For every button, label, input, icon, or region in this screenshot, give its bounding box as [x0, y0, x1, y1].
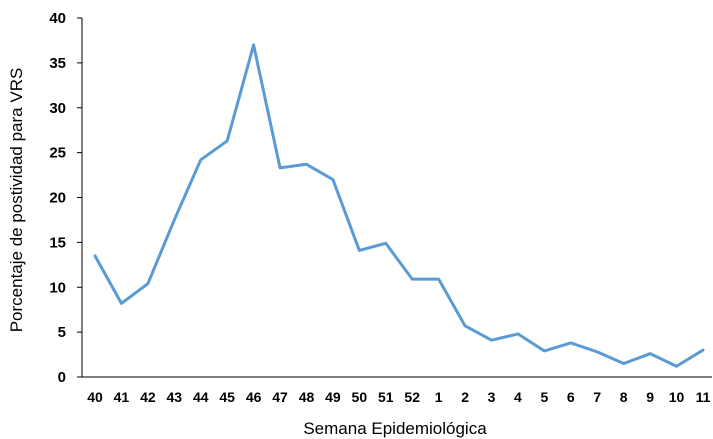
y-tick-label: 30 — [49, 100, 66, 117]
x-tick-label: 51 — [378, 389, 394, 405]
x-tick-label: 5 — [540, 389, 548, 405]
y-tick-label: 20 — [49, 190, 66, 207]
series — [93, 43, 705, 368]
x-tick-label: 44 — [193, 389, 209, 405]
x-tick-label: 10 — [669, 389, 685, 405]
x-tick-label: 11 — [696, 389, 711, 405]
x-tick-label: 50 — [352, 389, 368, 405]
x-tick-label: 45 — [219, 389, 235, 405]
y-tick-label: 10 — [49, 279, 66, 296]
x-tick-label: 6 — [567, 389, 575, 405]
x-tick-label: 3 — [488, 389, 496, 405]
y-tick-label: 0 — [58, 369, 66, 386]
x-tick-label: 48 — [299, 389, 315, 405]
x-tick-label: 42 — [140, 389, 156, 405]
x-tick-label: 49 — [325, 389, 341, 405]
y-axis-title: Porcentaje de postividad para VRS — [7, 68, 26, 333]
y-tick-label: 35 — [49, 55, 66, 72]
x-tick-label: 4 — [514, 389, 522, 405]
y-tick-labels: 0 5 10 15 20 25 30 35 40 — [49, 10, 82, 386]
series-line — [93, 43, 705, 368]
x-tick-label: 52 — [404, 389, 420, 405]
y-tick-label: 15 — [49, 234, 66, 251]
x-tick-label: 7 — [593, 389, 601, 405]
x-tick-label: 47 — [272, 389, 288, 405]
x-tick-label: 43 — [167, 389, 183, 405]
x-tick-label: 46 — [246, 389, 262, 405]
x-tick-label: 40 — [87, 389, 103, 405]
x-tick-labels: 40 41 42 43 44 45 46 47 48 49 50 51 52 1 2 3 4 5 6 7 8 9 10 11 — [87, 389, 710, 405]
x-tick-label: 1 — [435, 389, 443, 405]
x-tick-label: 41 — [114, 389, 130, 405]
y-tick-label: 5 — [58, 324, 66, 341]
x-tick-label: 2 — [461, 389, 469, 405]
x-axis-title: Semana Epidemiológica — [303, 419, 487, 438]
y-tick-label: 40 — [49, 10, 66, 27]
x-tick-label: 8 — [620, 389, 628, 405]
y-tick-label: 25 — [49, 145, 66, 162]
x-tick-label: 9 — [646, 389, 654, 405]
